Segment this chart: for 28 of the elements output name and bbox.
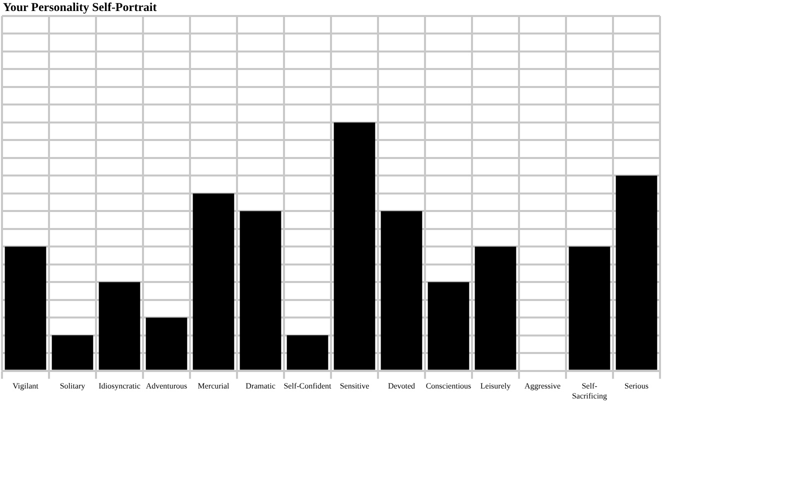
bar — [98, 282, 140, 370]
x-tick-label: Serious — [624, 382, 648, 391]
bar — [428, 282, 470, 370]
x-tick-label: Sensitive — [340, 382, 370, 391]
x-tick-label: Self-Confident — [284, 382, 332, 391]
x-tick-label: Adventurous — [146, 382, 188, 391]
bar — [334, 122, 376, 370]
bar — [568, 246, 610, 370]
x-tick-label: Self-Sacrificing — [572, 382, 608, 400]
bar — [146, 318, 188, 370]
bar — [52, 335, 94, 370]
x-tick-label: Aggressive — [524, 382, 561, 391]
bar — [616, 176, 658, 370]
bar — [4, 246, 46, 370]
x-tick-label: Dramatic — [246, 382, 276, 391]
x-tick-label: Mercurial — [198, 382, 230, 391]
bar — [286, 335, 328, 370]
bar — [474, 246, 516, 370]
x-tick-label: Devoted — [388, 382, 416, 391]
bar — [192, 193, 234, 370]
x-tick-label: Vigilant — [12, 382, 40, 391]
x-tick-label: Solitary — [60, 382, 86, 391]
x-tick-label: Idiosyncratic — [98, 382, 141, 391]
bar — [380, 211, 422, 370]
bar — [240, 211, 282, 370]
x-tick-label: Leisurely — [480, 382, 511, 391]
x-tick-label: Conscientious — [426, 382, 472, 391]
chart-title: Your Personality Self-Portrait — [3, 0, 157, 15]
